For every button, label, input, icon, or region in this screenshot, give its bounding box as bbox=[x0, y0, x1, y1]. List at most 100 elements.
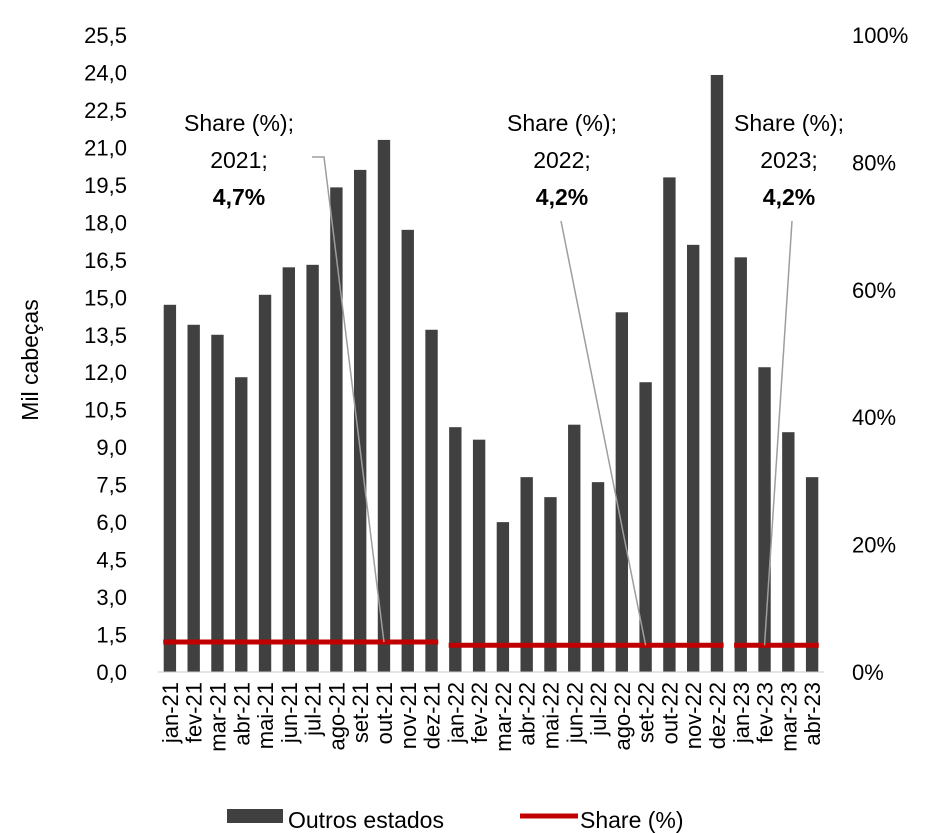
bar-out-21 bbox=[377, 139, 391, 672]
y2-tick-label: 40% bbox=[852, 405, 896, 430]
y2-tick-label: 0% bbox=[852, 660, 884, 685]
x-axis-ticks: jan-21fev-21mar-21abr-21mai-21jun-21jul-… bbox=[158, 682, 825, 752]
annotation-2-value: 4,2% bbox=[536, 184, 588, 210]
bar-fev-22 bbox=[472, 439, 486, 672]
bar-fev-23 bbox=[758, 367, 771, 672]
y-tick-label: 10,5 bbox=[84, 398, 127, 423]
x-tick-label: mar-22 bbox=[491, 682, 516, 752]
x-tick-label: nov-21 bbox=[396, 682, 421, 749]
annotations: Share (%); 2021; 4,7% Share (%); 2022; 4,2% Sh… bbox=[184, 110, 844, 210]
x-tick-label: dez-21 bbox=[420, 682, 445, 749]
bar-mai-21 bbox=[258, 294, 272, 672]
x-tick-label: mai-22 bbox=[538, 682, 563, 749]
x-tick-label: ago-21 bbox=[324, 682, 349, 751]
y2-tick-label: 60% bbox=[852, 278, 896, 303]
annotation-leader-2 bbox=[560, 220, 647, 646]
y-axis-ticks: 0,0 1,5 3,0 4,5 6,0 7,5 9,0 10,5 12,0 13,5 15,0 16,… bbox=[84, 23, 127, 685]
x-tick-label: jan-22 bbox=[443, 682, 468, 744]
annotation-1-line1: Share (%); bbox=[184, 110, 294, 136]
x-tick-label: fev-23 bbox=[753, 682, 778, 743]
y-tick-label: 18,0 bbox=[84, 210, 127, 235]
x-tick-label: mai-21 bbox=[253, 682, 278, 749]
bar-mar-21 bbox=[211, 334, 224, 672]
x-tick-label: abr-21 bbox=[229, 682, 254, 746]
y-tick-label: 9,0 bbox=[96, 435, 127, 460]
bar-ago-21 bbox=[330, 187, 343, 673]
x-tick-label: jan-23 bbox=[729, 682, 754, 744]
y-tick-label: 1,5 bbox=[96, 623, 127, 648]
y-tick-label: 22,5 bbox=[84, 98, 127, 123]
y-tick-label: 21,0 bbox=[84, 135, 127, 160]
annotation-2-line2: 2022; bbox=[533, 147, 591, 173]
x-tick-label: abr-22 bbox=[515, 682, 540, 746]
y-tick-label: 6,0 bbox=[96, 510, 127, 535]
x-tick-label: abr-23 bbox=[800, 682, 825, 746]
bar-jun-21 bbox=[282, 267, 296, 672]
bar-jun-22 bbox=[568, 424, 581, 672]
x-tick-label: nov-22 bbox=[681, 682, 706, 749]
legend: Outros estados Share (%) bbox=[227, 807, 684, 833]
annotation-leader-3 bbox=[763, 220, 793, 646]
bar-dez-21 bbox=[425, 329, 438, 672]
annotation-3-line2: 2023; bbox=[760, 147, 818, 173]
legend-label-outros-estados: Outros estados bbox=[288, 807, 444, 833]
x-tick-label: out-22 bbox=[657, 682, 682, 744]
y-tick-label: 13,5 bbox=[84, 323, 127, 348]
secondary-y-axis-ticks: 0% 20% 40% 60% 80% 100% bbox=[852, 23, 908, 685]
x-tick-label: set-22 bbox=[634, 682, 659, 743]
annotation-3-line1: Share (%); bbox=[734, 110, 844, 136]
bar-set-22 bbox=[639, 382, 652, 672]
bar-mar-22 bbox=[496, 522, 510, 672]
bar-jan-22 bbox=[449, 427, 462, 672]
annotation-3-value: 4,2% bbox=[763, 184, 815, 210]
legend-swatch-outros-estados bbox=[227, 809, 283, 823]
x-tick-label: jun-22 bbox=[562, 682, 587, 744]
x-tick-label: fev-21 bbox=[182, 682, 207, 743]
y-tick-label: 4,5 bbox=[96, 548, 127, 573]
annotation-1-line2: 2021; bbox=[210, 147, 268, 173]
x-tick-label: mar-21 bbox=[205, 682, 230, 752]
bar-set-21 bbox=[353, 169, 367, 673]
y2-tick-label: 20% bbox=[852, 533, 896, 558]
x-tick-label: fev-22 bbox=[467, 682, 492, 743]
bar-jul-22 bbox=[591, 482, 605, 672]
bar-fev-21 bbox=[187, 324, 200, 672]
y-tick-label: 15,0 bbox=[84, 285, 127, 310]
bar-nov-22 bbox=[686, 244, 700, 672]
x-tick-label: jul-22 bbox=[586, 682, 611, 737]
share-line-series bbox=[163, 639, 819, 648]
annotation-leader-lines bbox=[312, 156, 793, 646]
bar-nov-21 bbox=[401, 229, 414, 673]
bar-mar-23 bbox=[782, 432, 795, 672]
x-tick-label: jun-21 bbox=[277, 682, 302, 744]
legend-label-share: Share (%) bbox=[580, 807, 684, 833]
annotation-1-value: 4,7% bbox=[213, 184, 265, 210]
y-tick-label: 12,0 bbox=[84, 360, 127, 385]
x-tick-label: jul-21 bbox=[301, 682, 326, 737]
bar-jan-23 bbox=[734, 257, 747, 672]
bar-abr-23 bbox=[805, 477, 819, 672]
y2-tick-label: 100% bbox=[852, 23, 908, 48]
y-axis-label: Mil cabeças bbox=[17, 299, 43, 420]
y-tick-label: 0,0 bbox=[96, 660, 127, 685]
y2-tick-label: 80% bbox=[852, 150, 896, 175]
x-tick-label: set-21 bbox=[348, 682, 373, 743]
x-tick-label: jan-21 bbox=[158, 682, 183, 744]
bar-dez-22 bbox=[710, 74, 724, 672]
bar-jul-21 bbox=[306, 264, 319, 672]
bar-ago-22 bbox=[615, 312, 629, 672]
annotation-leader-1 bbox=[312, 156, 385, 643]
y-tick-label: 19,5 bbox=[84, 173, 127, 198]
y-tick-label: 25,5 bbox=[84, 23, 127, 48]
y-tick-label: 16,5 bbox=[84, 248, 127, 273]
bar-out-22 bbox=[663, 177, 676, 672]
y-tick-label: 7,5 bbox=[96, 473, 127, 498]
bar-jan-21 bbox=[163, 304, 177, 672]
bar-abr-21 bbox=[235, 377, 248, 672]
bars bbox=[163, 74, 819, 673]
annotation-2-line1: Share (%); bbox=[507, 110, 617, 136]
x-tick-label: mar-23 bbox=[776, 682, 801, 752]
y-tick-label: 24,0 bbox=[84, 60, 127, 85]
x-tick-label: ago-22 bbox=[610, 682, 635, 751]
